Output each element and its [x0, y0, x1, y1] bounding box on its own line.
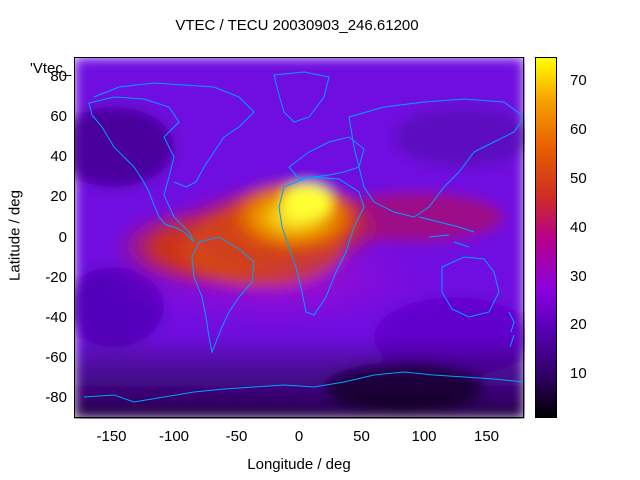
y-tick-label: 60: [50, 108, 67, 126]
x-axis-label: Longitude / deg: [247, 456, 351, 473]
colorbar-tick-label: 40: [570, 218, 587, 236]
y-tick-label: 20: [50, 188, 67, 206]
y-tick-label: -80: [45, 388, 67, 406]
x-tick-label: 150: [473, 428, 500, 445]
greenland-coast: [273, 71, 330, 123]
coastlines: [83, 71, 525, 403]
y-tick-label: -60: [45, 348, 67, 366]
colorbar: [535, 57, 557, 418]
y-tick-label: 40: [50, 148, 67, 166]
colorbar-tick-label: 10: [570, 365, 587, 383]
x-tick-label: 100: [411, 428, 437, 445]
x-tick-label: 0: [294, 428, 304, 445]
vtec-map: [74, 57, 525, 419]
y-axis-label: Latitude / deg: [6, 190, 24, 281]
colorbar-tick-label: 70: [570, 72, 587, 90]
x-tick-label: -150: [96, 428, 127, 445]
antarctica-coast: [83, 371, 525, 403]
x-tick-label: -50: [225, 428, 248, 445]
new-zealand-coast: [508, 311, 515, 348]
y-tick-label: -20: [45, 268, 67, 286]
north-america-coast: [88, 96, 195, 243]
southeast-asia-islands: [418, 216, 475, 248]
south-america-coast: [191, 236, 255, 354]
vtec-heatmap: [74, 57, 525, 419]
x-tick-label: 50: [353, 428, 370, 445]
colorbar-tick-label: 50: [570, 169, 587, 187]
series-label: 'Vtec_: [30, 60, 72, 77]
y-tick-label: 80: [50, 68, 67, 86]
y-tick-label: -40: [45, 308, 67, 326]
africa-coast: [278, 176, 365, 316]
north-america-north-coast: [93, 82, 255, 188]
colorbar-tick-label: 60: [570, 121, 587, 139]
asia-coast: [348, 98, 525, 218]
x-tick-label: -100: [158, 428, 190, 445]
australia-coast: [441, 256, 500, 318]
plot-title: VTEC / TECU 20030903_246.61200: [175, 17, 419, 34]
colorbar-tick-label: 30: [570, 267, 587, 285]
y-tick-label: 0: [58, 228, 67, 246]
colorbar-tick-label: 20: [570, 316, 587, 334]
